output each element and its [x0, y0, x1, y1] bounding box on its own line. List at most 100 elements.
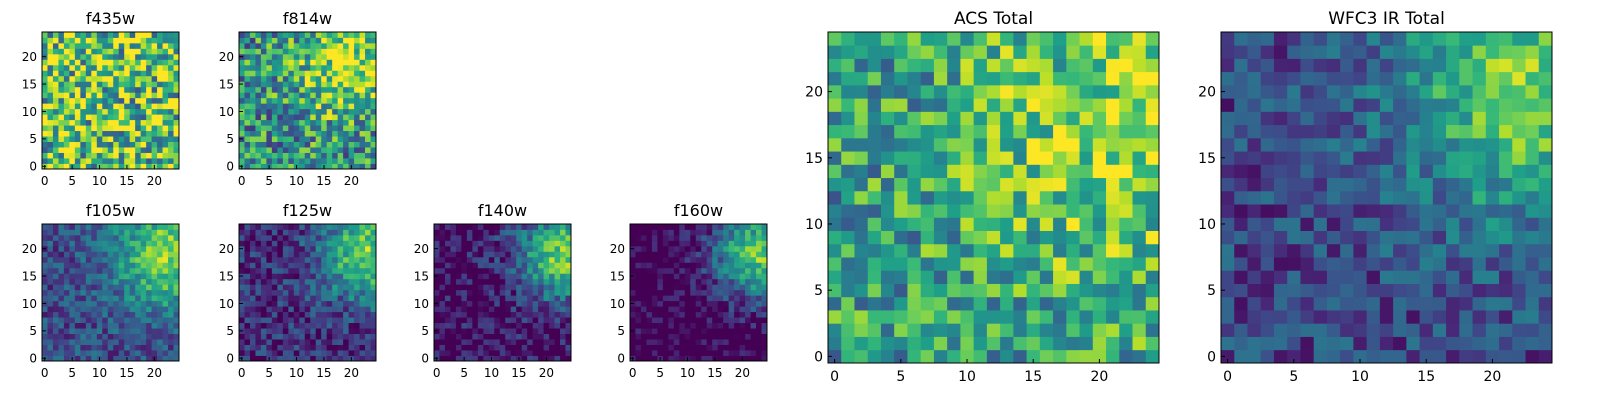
heatmap-cell: [920, 230, 935, 245]
heatmap-cell: [157, 130, 163, 137]
heatmap-cell: [299, 234, 306, 241]
heatmap-cell: [1379, 243, 1394, 258]
heatmap-cell: [173, 42, 180, 49]
heatmap-cell: [146, 300, 152, 307]
heatmap-cell: [1039, 257, 1054, 271]
heatmap-cell: [255, 328, 262, 334]
heatmap-cell: [554, 273, 561, 280]
heatmap-cell: [717, 295, 724, 302]
heatmap-cell: [162, 311, 169, 318]
heatmap-cell: [315, 322, 322, 329]
heatmap-cell: [673, 328, 680, 334]
heatmap-cell: [315, 273, 322, 280]
heatmap-cell: [277, 92, 284, 99]
heatmap-cell: [728, 311, 735, 318]
heatmap-cell: [434, 262, 440, 269]
heatmap-cell: [370, 295, 377, 302]
x-tick-label: 10: [289, 174, 304, 188]
heatmap-cell: [560, 273, 566, 280]
heatmap-cell: [543, 273, 550, 280]
heatmap-cell: [657, 317, 664, 324]
heatmap-cell: [282, 295, 289, 302]
heatmap-cell: [146, 130, 152, 137]
heatmap-cell: [920, 349, 935, 364]
heatmap-cell: [510, 262, 517, 269]
heatmap-cell: [477, 344, 484, 351]
heatmap-cell: [52, 86, 59, 93]
heatmap-cell: [717, 273, 724, 280]
heatmap-cell: [701, 278, 708, 285]
heatmap-cell: [461, 273, 468, 280]
heatmap-cell: [717, 333, 724, 340]
heatmap-cell: [310, 152, 317, 159]
heatmap-cell: [370, 136, 377, 142]
heatmap-cell: [679, 311, 686, 318]
heatmap-cell: [113, 344, 120, 351]
heatmap-cell: [750, 234, 757, 241]
heatmap-cell: [527, 306, 534, 313]
heatmap-cell: [466, 328, 473, 334]
heatmap-cell: [321, 114, 328, 121]
heatmap-cell: [960, 310, 975, 324]
heatmap-cell: [365, 48, 371, 55]
heatmap-cell: [315, 70, 322, 77]
heatmap-cell: [494, 256, 501, 263]
heatmap-cell: [151, 75, 158, 82]
heatmap-cell: [85, 350, 92, 356]
heatmap-cell: [343, 75, 349, 82]
heatmap-cell: [455, 311, 462, 318]
heatmap-cell: [1039, 283, 1054, 298]
heatmap-cell: [745, 350, 751, 356]
y-tick-label: 20: [805, 85, 823, 101]
heatmap-cell: [102, 86, 109, 93]
heatmap-cell: [1013, 137, 1027, 152]
heatmap-cell: [288, 311, 295, 318]
heatmap-cell: [554, 328, 561, 334]
heatmap-cell: [118, 125, 125, 132]
heatmap-cell: [684, 251, 691, 258]
heatmap-cell: [841, 310, 855, 324]
heatmap-cell: [74, 136, 81, 142]
heatmap-cell: [271, 311, 278, 318]
heatmap-cell: [151, 229, 158, 236]
heatmap-cell: [326, 224, 333, 230]
heatmap-cell: [1499, 243, 1513, 258]
heatmap-cell: [1106, 98, 1120, 112]
heatmap-cell: [359, 224, 366, 230]
heatmap-cell: [321, 108, 328, 115]
heatmap-cell: [96, 97, 103, 104]
heatmap-cell: [162, 92, 169, 99]
heatmap-cell: [151, 81, 158, 88]
heatmap-cell: [354, 278, 360, 285]
heatmap-cell: [1247, 111, 1262, 126]
heatmap-cell: [244, 130, 251, 137]
heatmap-cell: [370, 256, 377, 263]
heatmap-cell: [1119, 111, 1133, 126]
heatmap-cell: [499, 256, 506, 263]
heatmap-cell: [260, 158, 267, 164]
heatmap-cell: [348, 130, 355, 137]
heatmap-cell: [679, 317, 686, 324]
heatmap-cell: [337, 42, 344, 49]
heatmap-cell: [933, 283, 948, 298]
heatmap-cell: [640, 224, 647, 230]
heatmap-cell: [1000, 230, 1014, 245]
heatmap-cell: [140, 97, 147, 104]
heatmap-cell: [359, 141, 366, 148]
heatmap-cell: [343, 306, 349, 313]
heatmap-cell: [527, 240, 534, 247]
heatmap-cell: [293, 64, 300, 71]
heatmap-cell: [1499, 283, 1513, 298]
heatmap-cell: [173, 339, 180, 345]
heatmap-cell: [521, 229, 528, 236]
heatmap-cell: [135, 75, 142, 82]
heatmap-cell: [135, 152, 142, 159]
heatmap-cell: [282, 245, 289, 252]
heatmap-cell: [1119, 204, 1133, 218]
heatmap-cell: [332, 245, 339, 252]
heatmap-cell: [266, 48, 273, 55]
heatmap-cell: [315, 125, 322, 132]
heatmap-cell: [52, 322, 59, 329]
heatmap-cell: [880, 243, 895, 258]
